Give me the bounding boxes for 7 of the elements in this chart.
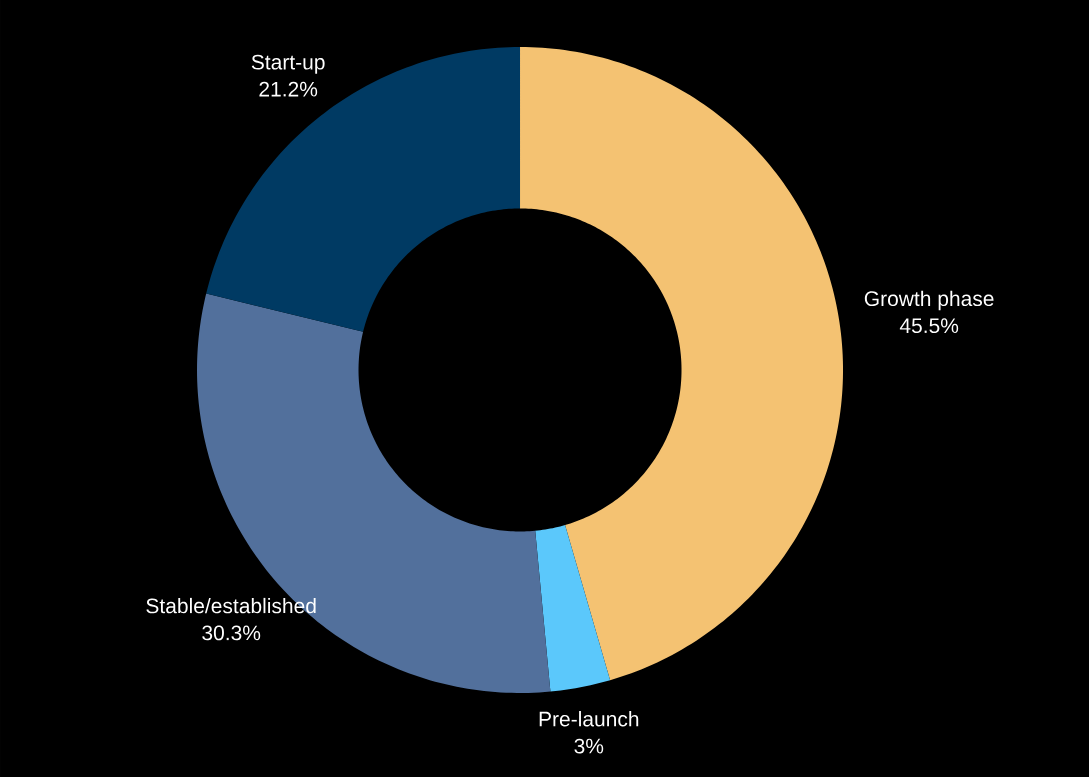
data-label: 3%	[574, 738, 604, 754]
slice-label: Growth phase	[864, 290, 994, 311]
data-label: 21.2%	[259, 81, 318, 97]
data-label: 45.5%	[899, 318, 959, 334]
slice-label: Start-up	[251, 54, 325, 74]
data-label: 30.3%	[202, 625, 261, 641]
slice-label: Pre-launch	[539, 711, 639, 727]
